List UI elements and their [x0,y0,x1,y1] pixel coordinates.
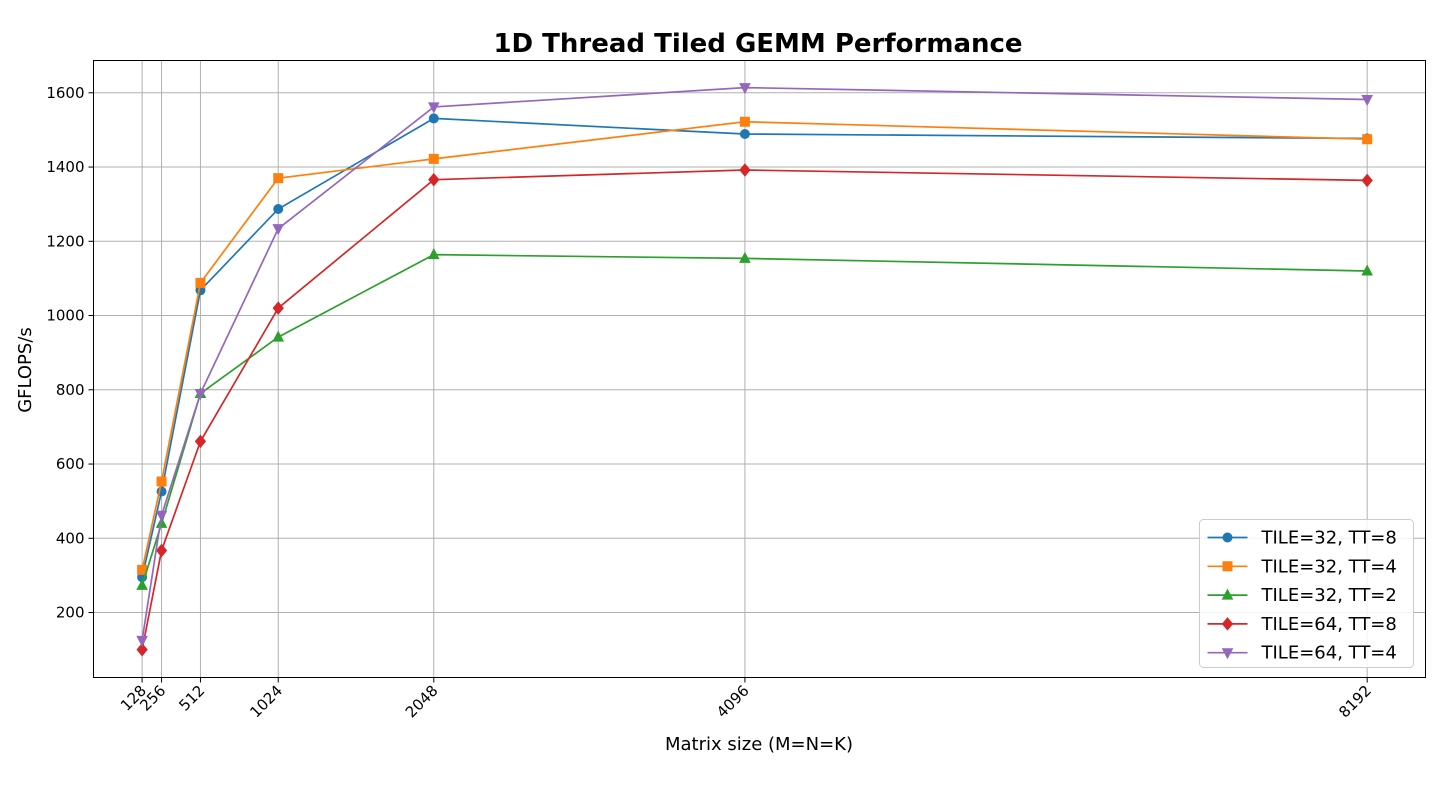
data-point [739,251,751,263]
legend-label: TILE=32, TT=8 [1261,528,1397,549]
x-tick-label: 4096 [713,682,753,722]
data-point [1361,173,1373,188]
data-point [136,578,148,590]
y-tick-label: 1200 [46,232,84,250]
data-point [136,642,148,657]
data-point [428,153,439,164]
legend-marker [1222,532,1233,543]
data-point [1361,94,1373,107]
series-5 [136,83,1373,647]
legend-label: TILE=64, TT=8 [1261,614,1397,635]
series-1 [137,113,1373,583]
legend-item: TILE=32, TT=4 [1207,556,1397,577]
legend-marker [1221,617,1234,631]
legend-item: TILE=32, TT=8 [1207,528,1397,549]
data-point [272,224,285,236]
data-point [137,564,148,575]
legend-marker [1221,588,1234,600]
series-4 [136,163,1373,657]
data-point [428,172,440,187]
legend-label: TILE=32, TT=4 [1261,556,1397,577]
data-point [739,129,750,140]
data-point [194,434,207,449]
series-line [141,169,1368,650]
y-tick-label: 200 [56,604,85,622]
data-point [194,389,207,401]
legend-item: TILE=32, TT=2 [1207,585,1397,606]
data-point [273,173,284,184]
data-point [272,330,285,342]
x-tick-label: 2048 [402,682,442,722]
y-tick-label: 800 [56,381,85,399]
data-point [136,635,148,647]
data-point [739,116,750,127]
plot-area [136,83,1373,657]
series-line [141,253,1368,586]
data-point [1362,134,1373,145]
data-point [156,476,167,487]
data-point [428,113,439,124]
y-tick-label: 1000 [46,307,84,325]
x-tick-label: 512 [175,682,208,715]
data-point [155,543,168,558]
x-tick-label: 1024 [246,682,286,722]
data-point [1361,264,1373,276]
data-point [427,102,440,114]
legend-marker [1222,561,1233,572]
data-point [739,83,751,95]
y-tick-label: 1400 [46,158,84,176]
y-tick-label: 600 [56,455,85,473]
legend-item: TILE=64, TT=8 [1207,614,1397,635]
series-line [141,120,1368,571]
series-2 [137,116,1373,575]
y-tick-label: 400 [56,529,85,547]
legend: TILE=32, TT=8 TILE=32, TT=4 TILE=32, TT=2 T… [1199,519,1414,668]
y-tick-label: 1600 [46,84,84,102]
data-point [195,277,206,288]
y-axis-label: GFLOPS/s [15,327,36,413]
data-point [427,248,440,260]
data-point [272,301,284,315]
x-tick-label: 8192 [1335,682,1375,722]
data-point [739,163,751,177]
plot-frame [93,60,1426,678]
data-point [155,516,168,528]
legend-marker [1221,648,1234,660]
data-point [155,510,168,522]
legend-label: TILE=64, TT=4 [1261,643,1397,664]
series-line [141,117,1368,578]
series-3 [136,248,1373,590]
data-point [273,203,284,214]
legend-box [1199,519,1414,668]
chart-title: 1D Thread Tiled GEMM Performance [493,29,1022,59]
legend-item: TILE=64, TT=4 [1207,643,1397,664]
legend-label: TILE=32, TT=2 [1261,585,1397,606]
x-axis-label: Matrix size (M=N=K) [665,734,853,755]
